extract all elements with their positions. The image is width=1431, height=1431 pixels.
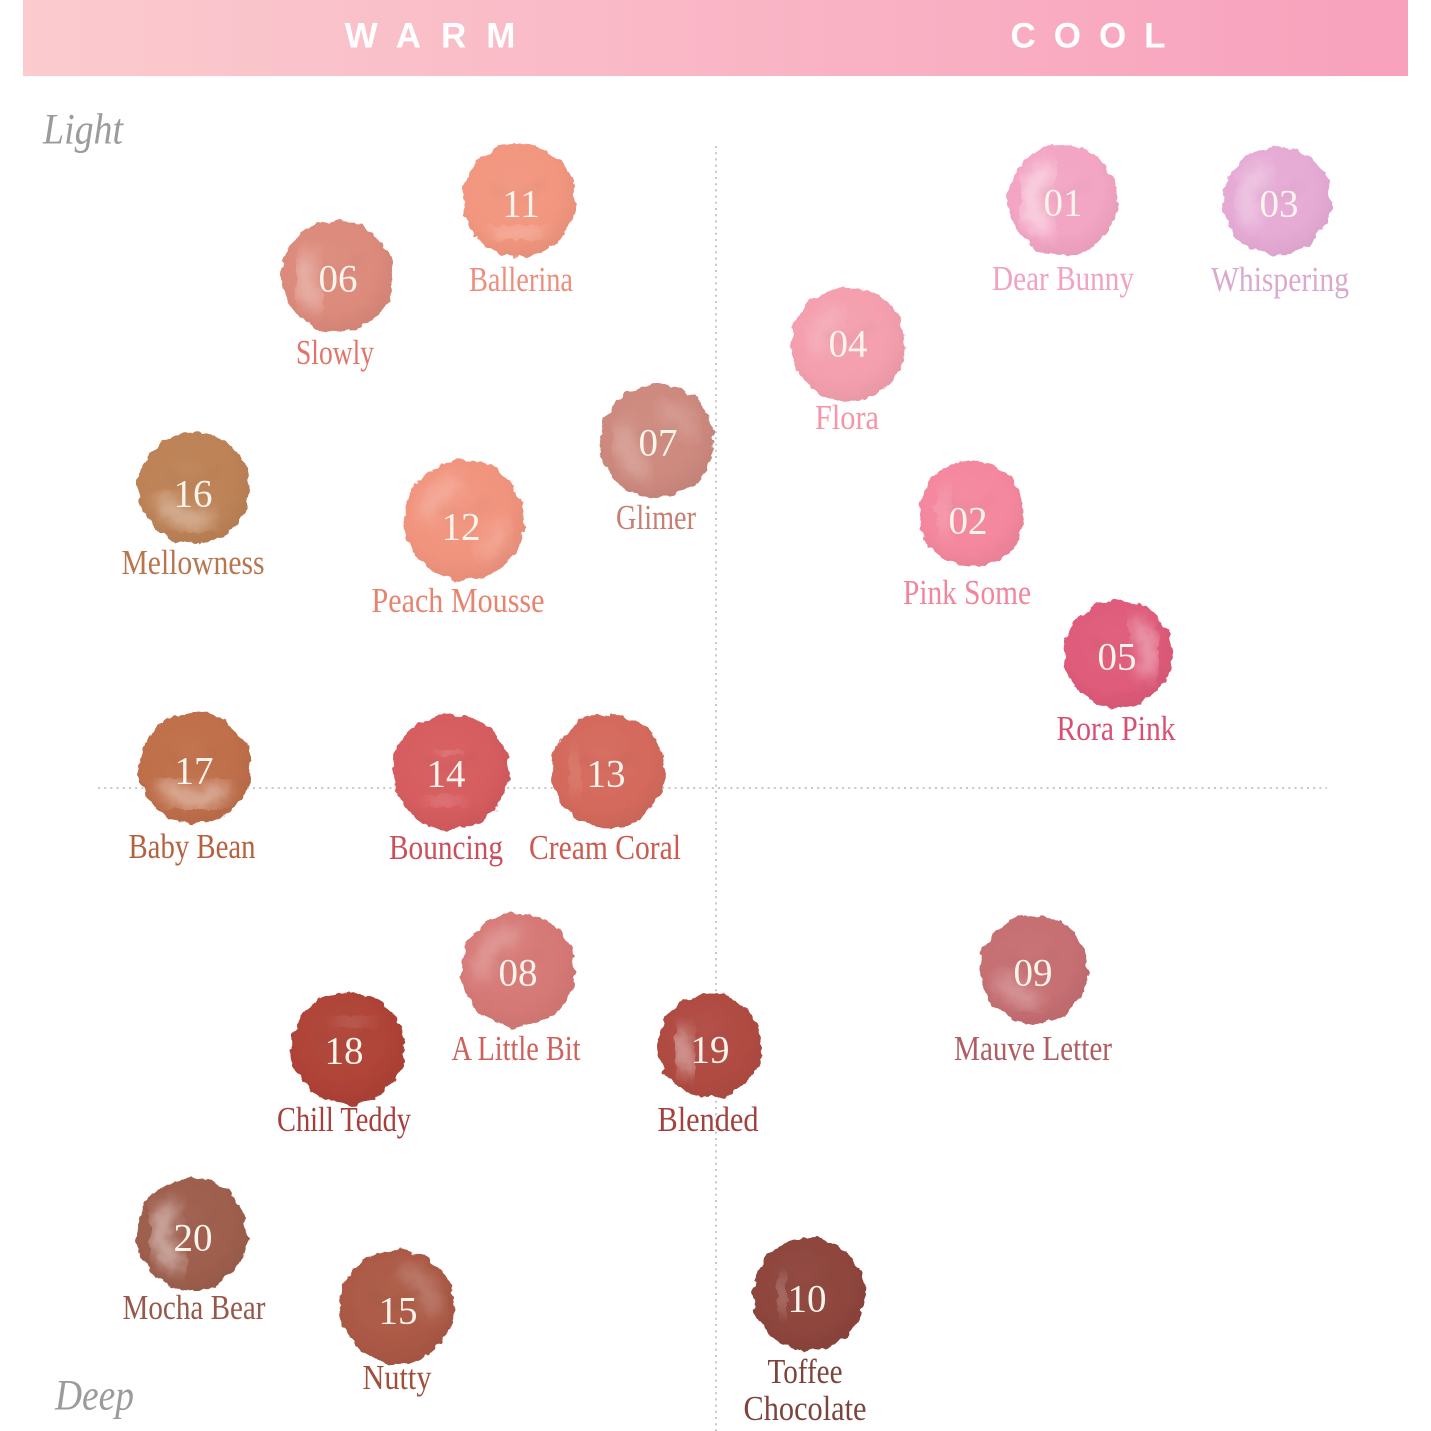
svg-text:Peach Mousse: Peach Mousse	[372, 581, 545, 620]
svg-text:Whispering: Whispering	[1211, 260, 1349, 299]
svg-text:18: 18	[325, 1030, 364, 1073]
svg-text:Nutty: Nutty	[363, 1358, 432, 1397]
svg-text:02: 02	[949, 500, 988, 543]
svg-text:Deep: Deep	[54, 1373, 134, 1420]
svg-text:Cream Coral: Cream Coral	[529, 828, 681, 867]
svg-text:Slowly: Slowly	[296, 333, 374, 372]
svg-text:19: 19	[691, 1029, 730, 1072]
svg-text:Flora: Flora	[815, 398, 879, 437]
svg-text:20: 20	[174, 1217, 213, 1260]
svg-text:12: 12	[442, 506, 481, 549]
svg-text:10: 10	[788, 1278, 827, 1321]
svg-text:A Little Bit: A Little Bit	[452, 1029, 581, 1068]
svg-text:09: 09	[1014, 952, 1053, 995]
svg-text:07: 07	[639, 422, 678, 465]
svg-text:Mocha Bear: Mocha Bear	[123, 1288, 266, 1327]
svg-text:Chocolate: Chocolate	[744, 1389, 867, 1428]
svg-text:Light: Light	[42, 107, 124, 154]
svg-text:Pink Some: Pink Some	[903, 573, 1031, 612]
svg-text:15: 15	[379, 1290, 418, 1333]
svg-text:03: 03	[1260, 183, 1299, 226]
svg-text:Ballerina: Ballerina	[469, 260, 573, 299]
svg-text:13: 13	[587, 753, 626, 796]
svg-text:Dear Bunny: Dear Bunny	[992, 259, 1134, 298]
svg-text:WARM: WARM	[345, 17, 536, 56]
svg-text:COOL: COOL	[1010, 17, 1183, 56]
svg-text:04: 04	[829, 323, 868, 366]
svg-text:16: 16	[174, 473, 213, 516]
svg-text:11: 11	[502, 183, 540, 226]
svg-text:08: 08	[499, 952, 538, 995]
svg-text:17: 17	[175, 750, 214, 793]
svg-text:06: 06	[319, 258, 358, 301]
svg-text:14: 14	[427, 753, 466, 796]
svg-text:Bouncing: Bouncing	[389, 828, 503, 867]
svg-text:Glimer: Glimer	[616, 498, 696, 537]
svg-text:Chill Teddy: Chill Teddy	[277, 1100, 411, 1139]
svg-text:Mellowness: Mellowness	[122, 543, 265, 582]
svg-text:Mauve Letter: Mauve Letter	[954, 1029, 1112, 1068]
svg-text:Blended: Blended	[658, 1100, 759, 1139]
svg-text:Baby Bean: Baby Bean	[129, 827, 256, 866]
svg-text:01: 01	[1044, 182, 1083, 225]
svg-text:05: 05	[1098, 636, 1137, 679]
svg-text:Toffee: Toffee	[768, 1352, 843, 1391]
svg-text:Rora Pink: Rora Pink	[1057, 709, 1176, 748]
